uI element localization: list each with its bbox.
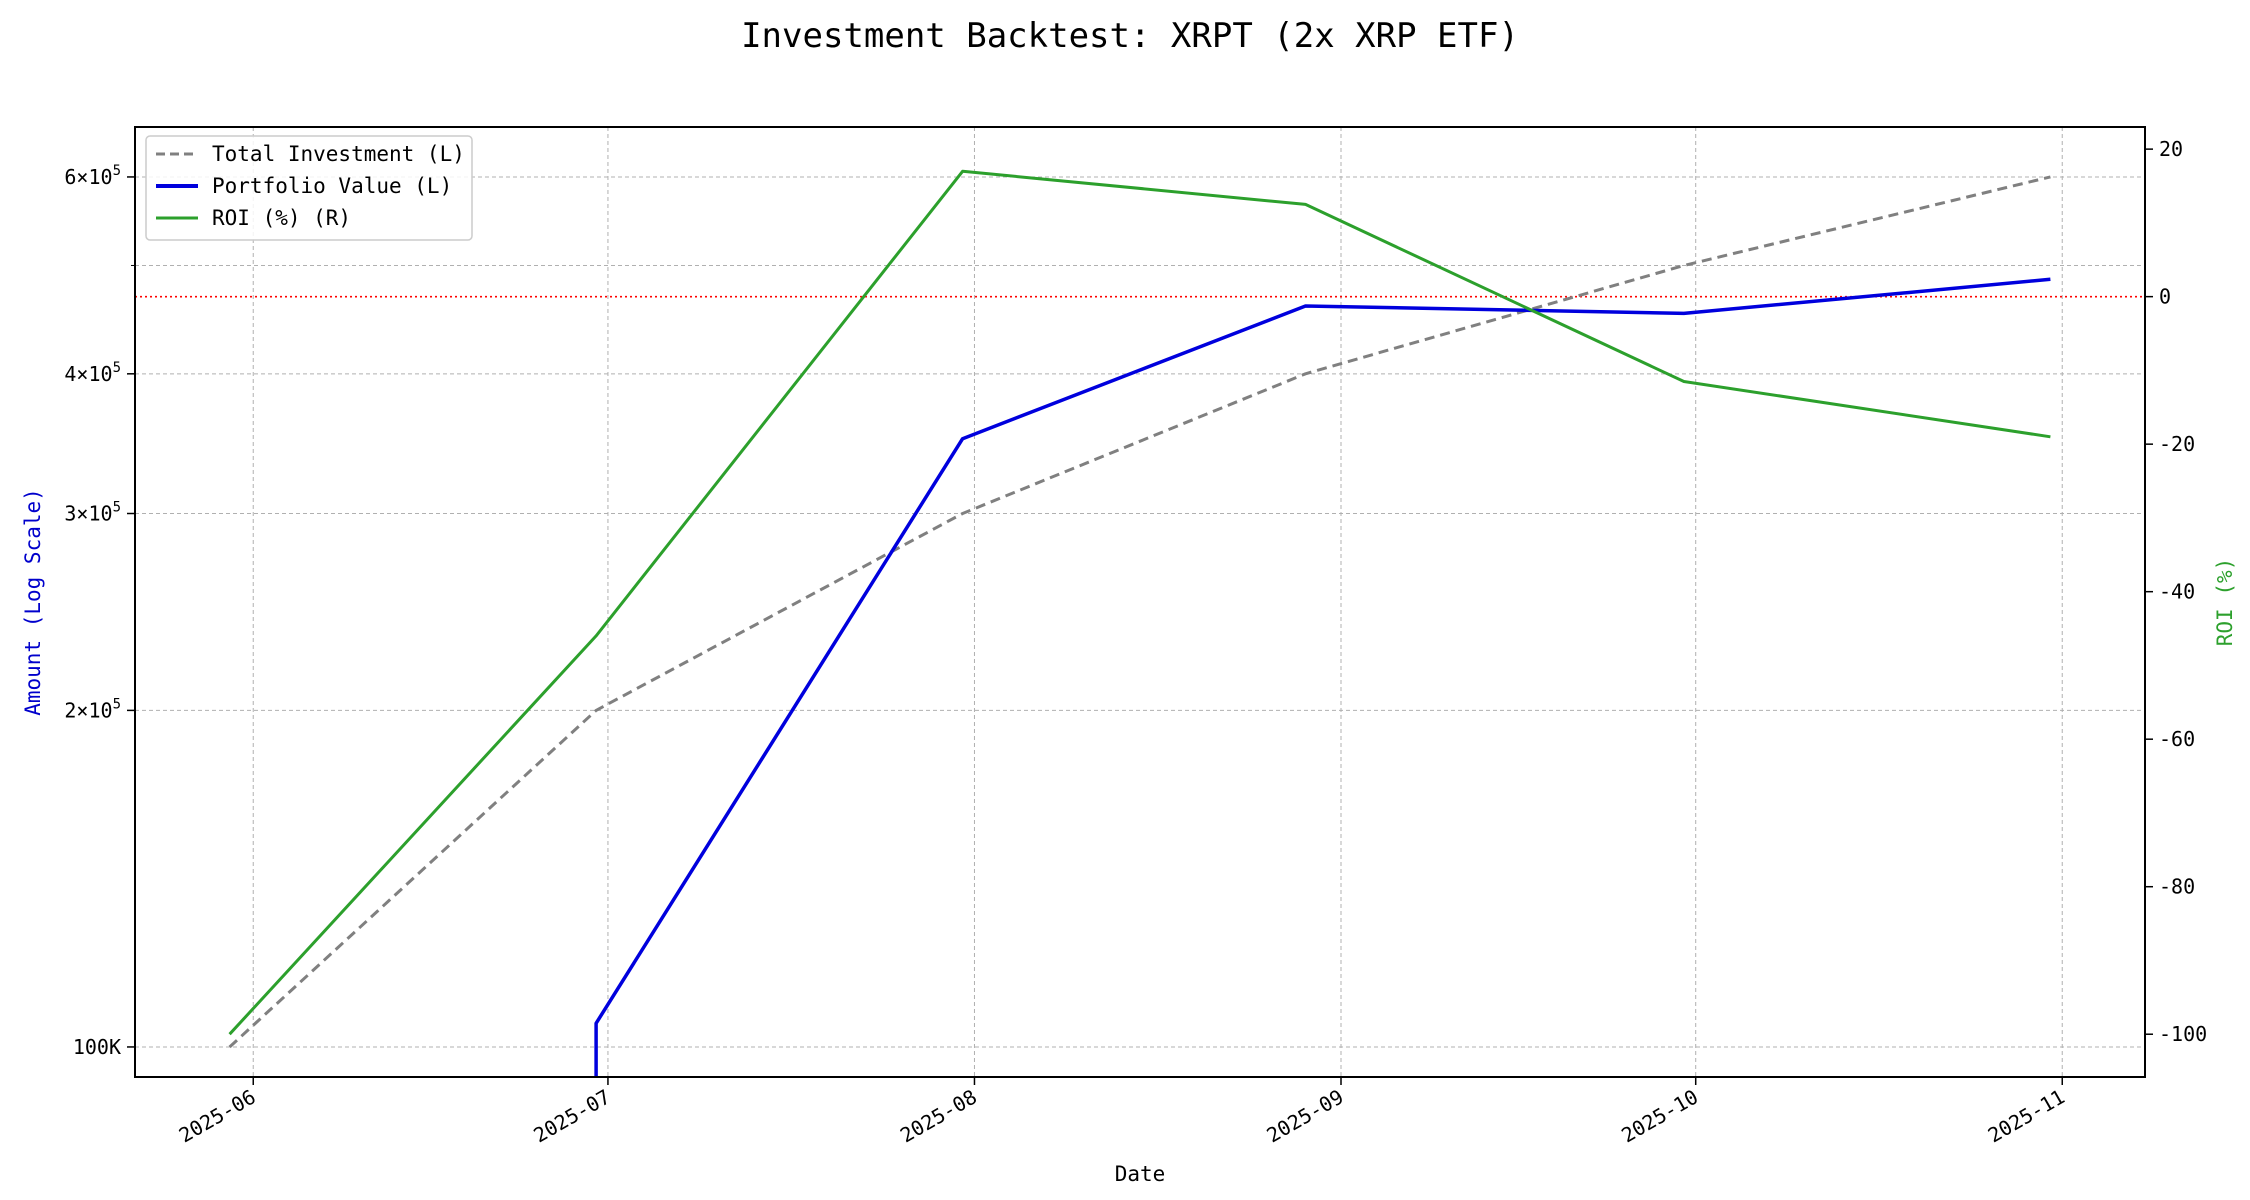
x-tick-label: 2025-06 (175, 1085, 260, 1148)
tick-base: 10 (88, 698, 112, 722)
tick-exponent: 5 (113, 163, 121, 179)
tick-times: × (76, 362, 88, 386)
tick-base: 10 (88, 362, 112, 386)
x-axis-label: Date (1115, 1162, 1166, 1186)
right-tick-label: 20 (2159, 137, 2183, 161)
tick-exponent: 5 (113, 500, 121, 516)
right-tick-label: -20 (2159, 432, 2195, 456)
tick-mantissa: 2 (64, 698, 76, 722)
legend-label-roi: ROI (%) (R) (212, 206, 351, 230)
right-tick-label: 0 (2159, 285, 2171, 309)
x-tick-label: 2025-08 (896, 1085, 981, 1148)
legend-box (145, 135, 473, 241)
tick-mantissa: 4 (64, 362, 76, 386)
series-total-investment (228, 175, 2051, 1049)
series-portfolio-value (594, 277, 2051, 1077)
tick-mantissa: 6 (64, 165, 76, 189)
legend: Total Investment (L) Portfolio Value (L)… (145, 135, 473, 241)
tick-times: × (76, 165, 88, 189)
right-tick-label: -60 (2159, 727, 2195, 751)
left-tick-label: 2×105 (64, 696, 121, 722)
grid (135, 127, 2145, 1077)
tick-base: 10 (88, 165, 112, 189)
right-tick-label: -40 (2159, 580, 2195, 604)
x-tick-label: 2025-11 (1984, 1085, 2069, 1148)
tick-exponent: 5 (113, 696, 121, 712)
tick-base: 10 (88, 502, 112, 526)
left-tick-label: 100K (73, 1035, 121, 1059)
tick-exponent: 5 (113, 360, 121, 376)
x-tick-label: 2025-07 (529, 1085, 614, 1148)
right-axis-label: ROI (%) (2213, 558, 2237, 647)
x-tick-label: 2025-09 (1262, 1085, 1347, 1148)
right-axis: -100 -80 -60 -40 -20 0 20 (2145, 137, 2207, 1046)
left-tick-label: 3×105 (64, 500, 121, 526)
x-axis: 2025-06 2025-07 2025-08 2025-09 2025-10 2025-… (175, 1077, 2069, 1147)
left-tick-label: 4×105 (64, 360, 121, 386)
right-tick-label: -100 (2159, 1022, 2207, 1046)
series-roi (228, 169, 2051, 1036)
left-axis-label: Amount (Log Scale) (21, 488, 45, 716)
chart-title: Investment Backtest: XRPT (2x XRP ETF) (741, 16, 1519, 56)
tick-times: × (76, 698, 88, 722)
right-tick-label: -80 (2159, 875, 2195, 899)
plot-area (135, 169, 2145, 1077)
plot-frame (134, 126, 2146, 1078)
tick-times: × (76, 502, 88, 526)
legend-label-total-investment: Total Investment (L) (212, 142, 465, 166)
left-tick-label: 6×105 (64, 163, 121, 189)
legend-label-portfolio-value: Portfolio Value (L) (212, 174, 452, 198)
x-tick-label: 2025-10 (1617, 1085, 1702, 1148)
tick-mantissa: 3 (64, 502, 76, 526)
